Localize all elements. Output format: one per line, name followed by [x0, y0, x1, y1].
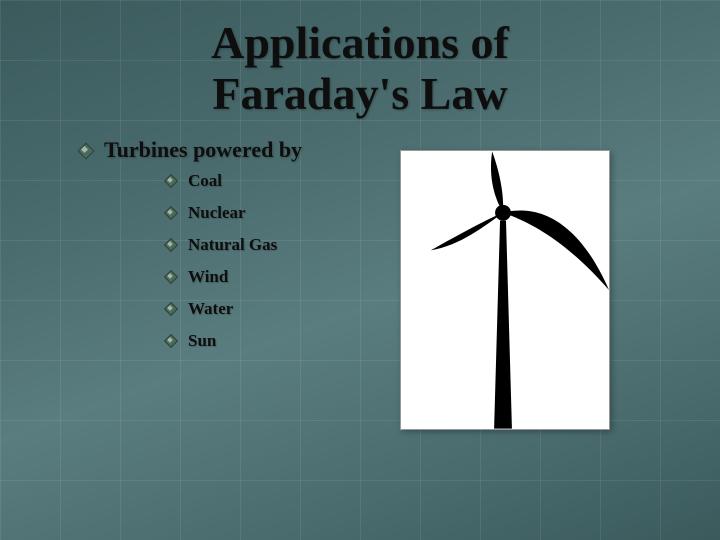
diamond-bullet-icon — [80, 145, 92, 157]
diamond-bullet-icon — [166, 272, 176, 282]
diamond-bullet-icon — [166, 240, 176, 250]
sub-item-label: Natural Gas — [188, 235, 277, 254]
sub-item-label: Coal — [188, 171, 222, 190]
diamond-bullet-icon — [166, 176, 176, 186]
main-item-label: Turbines powered by — [104, 137, 302, 162]
wind-turbine-image — [400, 150, 610, 430]
sub-item-label: Sun — [188, 331, 216, 350]
diamond-bullet-icon — [166, 304, 176, 314]
diamond-bullet-icon — [166, 208, 176, 218]
title-line-1: Applications of — [211, 17, 509, 68]
slide-container: Applications of Faraday's Law Turbines p… — [0, 0, 720, 540]
sub-item-label: Wind — [188, 267, 228, 286]
sub-item-label: Water — [188, 299, 233, 318]
wind-turbine-icon — [401, 151, 609, 429]
slide-title: Applications of Faraday's Law — [40, 18, 680, 119]
diamond-bullet-icon — [166, 336, 176, 346]
sub-item-label: Nuclear — [188, 203, 246, 222]
title-line-2: Faraday's Law — [212, 68, 507, 119]
